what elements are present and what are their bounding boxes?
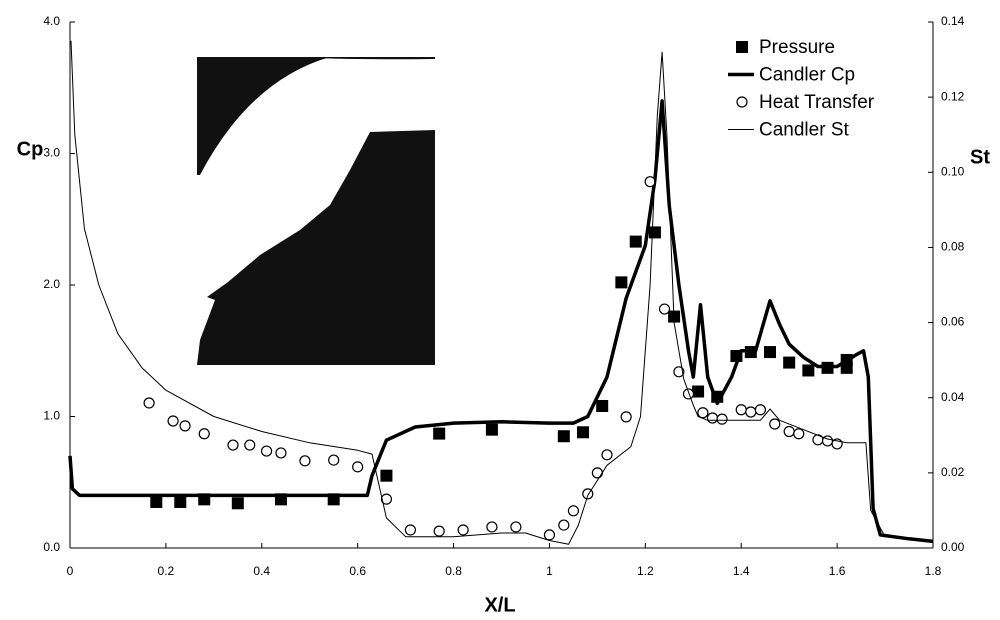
data-point [404,524,417,536]
data-point [591,467,603,479]
data-point [596,399,609,412]
legend-label: Heat Transfer [759,92,875,113]
data-point [150,495,163,508]
data-point [567,505,580,517]
x-tick-label: 0 [67,564,74,578]
x-tick-label: 1.6 [829,564,846,578]
data-point [735,404,747,416]
data-point [692,385,705,398]
data-point [577,426,590,439]
data-point [745,406,757,418]
data-point [601,449,613,461]
data-point [763,346,776,359]
legend-marker [736,41,748,53]
x-axis-label: X/L [484,594,515,616]
data-point [260,445,273,457]
data-point [793,428,805,440]
inset-shape [197,130,435,365]
y2-tick-label: 0.14 [941,14,965,28]
data-point [682,388,695,400]
data-point [510,521,522,533]
y-tick-label: 1.0 [43,409,60,423]
data-point [167,415,179,427]
x-tick-label: 0.6 [349,564,366,578]
data-point [433,525,445,537]
y-axis-label: Cp [17,138,44,160]
x-tick-label: 1.4 [733,564,750,578]
data-point [620,411,632,423]
data-point [227,439,239,451]
y-tick-label: 4.0 [43,14,60,28]
x-tick-label: 1.2 [637,564,654,578]
data-point [783,425,795,438]
y2-tick-label: 0.02 [941,465,965,479]
y-tick-label: 3.0 [43,146,60,160]
data-point [275,447,287,459]
legend-marker [736,96,748,108]
y2-axis-label: St [970,146,990,168]
legend-label: Candler St [759,120,849,141]
data-point [174,495,187,508]
data-point [644,176,656,188]
data-point [783,356,796,369]
data-point [754,404,767,416]
data-point [328,454,340,466]
legend-label: Pressure [759,37,835,58]
data-point [299,455,311,467]
data-point [457,524,469,536]
data-point [840,361,853,374]
data-point [769,418,781,430]
data-point [485,423,498,436]
data-point [648,226,661,239]
data-point [802,364,815,377]
data-point [658,303,671,315]
data-point [673,366,685,378]
data-point [558,519,570,531]
y2-tick-label: 0.06 [941,315,965,329]
data-point [433,427,446,440]
data-point [179,420,191,432]
data-point [706,412,719,424]
data-point [380,493,393,505]
data-point [615,276,628,289]
data-point [557,430,570,443]
data-point [543,529,556,541]
x-tick-label: 1 [546,564,553,578]
data-point [380,469,393,482]
inset-image [197,57,435,365]
y2-tick-label: 0.12 [941,89,965,103]
x-tick-label: 0.4 [253,564,270,578]
y-tick-label: 2.0 [43,277,60,291]
data-point [143,397,155,409]
data-point [716,413,728,425]
y2-tick-label: 0.08 [941,240,965,254]
series-line [68,99,934,544]
x-tick-label: 0.2 [158,564,175,578]
x-tick-label: 1.8 [925,564,942,578]
data-point [697,407,709,419]
data-point [352,461,364,473]
inset-shape [197,57,330,175]
data-point [198,428,210,440]
y2-tick-label: 0.00 [941,540,965,554]
series-line [70,40,934,545]
data-point [629,235,642,248]
data-point [486,521,498,533]
data-point [231,497,244,510]
inset-shape [300,57,435,60]
y-tick-label: 0.0 [43,540,60,554]
y2-tick-label: 0.04 [941,390,965,404]
x-tick-label: 0.8 [445,564,462,578]
legend-label: Candler Cp [759,65,855,86]
data-point [244,439,256,451]
y2-tick-label: 0.10 [941,164,965,178]
